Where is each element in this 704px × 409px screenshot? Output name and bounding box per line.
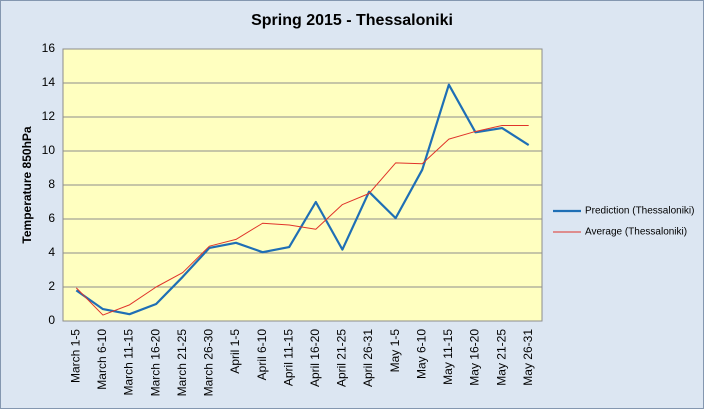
legend-label: Prediction (Thessaloniki)	[585, 206, 695, 217]
legend-label: Average (Thessaloniki)	[585, 227, 687, 238]
x-tick-label: March 21-25	[175, 329, 189, 397]
y-tick-label: 2	[48, 279, 55, 293]
y-tick-label: 4	[48, 245, 55, 259]
y-tick-label: 12	[42, 109, 56, 123]
x-tick-label: March 16-20	[148, 329, 162, 397]
x-tick-label: May 26-31	[521, 329, 535, 386]
x-tick-label: May 16-20	[468, 329, 482, 386]
y-tick-label: 8	[48, 177, 55, 191]
x-tick-label: May 11-15	[441, 329, 455, 385]
x-tick-label: March 26-30	[202, 329, 216, 397]
x-tick-label: May 6-10	[414, 329, 428, 379]
x-tick-label: May 1-5	[388, 329, 402, 373]
x-tick-label: April 26-31	[361, 329, 375, 387]
y-tick-label: 14	[42, 75, 56, 89]
series-line	[75, 125, 529, 316]
chart-title: Spring 2015 - Thessaloniki	[251, 12, 453, 29]
x-tick-label: April 21-25	[335, 329, 349, 387]
x-tick-label: April 11-15	[281, 329, 295, 386]
x-tick-label: March 1-5	[68, 329, 82, 383]
y-axis-label: Temperature 850hPa	[20, 126, 34, 243]
y-tick-label: 16	[42, 41, 56, 55]
y-tick-label: 6	[48, 211, 55, 225]
y-tick-label: 0	[48, 313, 55, 327]
x-tick-label: April 1-5	[228, 329, 242, 374]
x-tick-label: April 16-20	[308, 329, 322, 387]
x-tick-label: May 21-25	[494, 329, 508, 386]
x-tick-label: April 6-10	[255, 329, 269, 381]
series-line	[75, 83, 530, 316]
x-tick-label: March 11-15	[122, 329, 136, 396]
y-tick-label: 10	[42, 143, 56, 157]
x-tick-label: March 6-10	[95, 329, 109, 390]
